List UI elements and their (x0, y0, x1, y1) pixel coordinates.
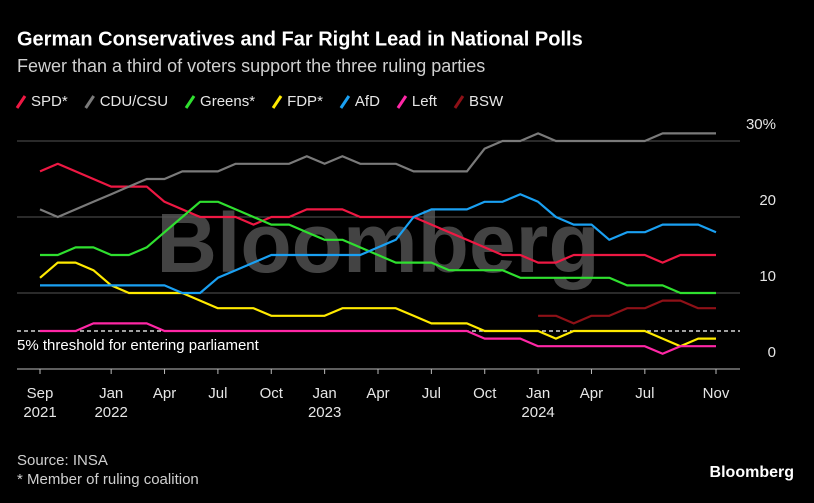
y-tick-label: 10 (759, 268, 776, 285)
legend-swatch (15, 95, 27, 109)
legend-label: BSW (469, 93, 504, 110)
legend-label: FDP* (287, 93, 323, 110)
series-line (39, 261, 716, 348)
x-tick-label: Apr (152, 385, 177, 402)
legend-swatch (396, 95, 408, 109)
legend-item: CDU/CSU (84, 93, 168, 110)
chart-subtitle: Fewer than a third of voters support the… (17, 56, 485, 76)
x-tick-label: Nov (702, 385, 730, 402)
x-tick-label: Jul (208, 385, 228, 402)
x-tick-label: Apr (579, 385, 604, 402)
series-line (39, 132, 716, 219)
legend-swatch (271, 95, 283, 109)
series-line (39, 162, 716, 264)
legend-item: BSW (453, 93, 504, 110)
x-tick-label: Jul (635, 385, 655, 402)
x-tick-label: Oct (473, 385, 497, 402)
series-line (538, 299, 716, 325)
legend-swatch (184, 95, 196, 109)
series-line (40, 322, 716, 355)
chart-title: German Conservatives and Far Right Lead … (17, 28, 583, 50)
legend-label: CDU/CSU (100, 93, 168, 110)
watermark: Bloomberg (156, 196, 599, 290)
brand: Bloomberg (710, 464, 794, 481)
legend-item: SPD* (15, 93, 68, 110)
x-tick-label: Jan 2024 (521, 385, 555, 421)
x-tick-label: Apr (366, 385, 390, 402)
footnote: * Member of ruling coalition (17, 471, 199, 488)
legend-label: AfD (355, 93, 380, 110)
x-tick-label: Oct (259, 385, 283, 402)
legend-swatch (84, 95, 95, 109)
legend-label: Left (412, 93, 438, 110)
legend-label: Greens* (200, 93, 255, 110)
x-tick-label: Sep 2021 (23, 385, 57, 421)
x-tick-label: Jan 2022 (94, 385, 128, 421)
series-line (40, 193, 717, 295)
legend-item: FDP* (271, 93, 323, 110)
y-tick-label: 30% (746, 116, 776, 133)
y-tick-label: 0 (768, 344, 776, 361)
legend-item: Left (396, 93, 438, 110)
threshold-label: 5% threshold for entering parliament (17, 337, 260, 354)
y-tick-label: 20 (759, 192, 776, 209)
legend-swatch (453, 95, 465, 109)
x-tick-label: Jul (421, 385, 441, 402)
legend-swatch (339, 95, 351, 109)
x-tick-label: Jan 2023 (307, 385, 342, 421)
source: Source: INSA (17, 452, 108, 469)
legend-label: SPD* (31, 93, 68, 110)
series-line (40, 200, 716, 295)
legend-item: Greens* (184, 93, 255, 110)
legend-item: AfD (339, 93, 380, 110)
